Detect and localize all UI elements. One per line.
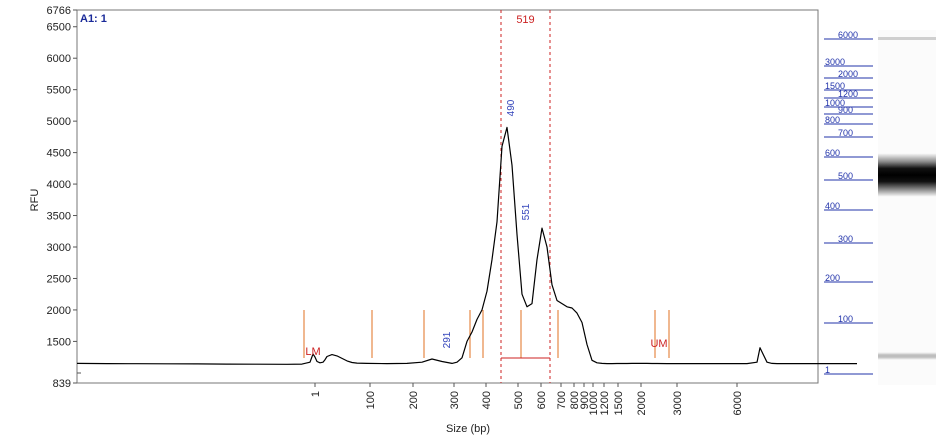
x-tick-label: 800: [569, 391, 581, 409]
x-tick-label: 2000: [636, 391, 648, 415]
x-tick-label: 1200: [599, 391, 611, 415]
x-tick-label: 100: [365, 391, 377, 409]
ladder-size-label: 3000: [825, 57, 845, 67]
ladder-size-label: 1200: [838, 89, 858, 99]
x-tick-label: 1000: [588, 391, 600, 415]
ladder-size-label: 1500: [825, 81, 845, 91]
y-tick-label: 4500: [47, 148, 71, 160]
y-tick-label: 6000: [47, 53, 71, 65]
y-tick-label: 6766: [47, 5, 71, 17]
y-tick-label: 3000: [47, 242, 71, 254]
ladder-size-label: 500: [838, 171, 853, 181]
ladder-size-label: 2000: [838, 69, 858, 79]
ladder-size-label: 700: [838, 128, 853, 138]
y-tick-label: 1500: [47, 336, 71, 348]
ladder-size-label: 100: [838, 314, 853, 324]
rfu-trace-line: [76, 126, 857, 365]
lower-marker-label: LM: [305, 346, 320, 358]
marker-lines: [303, 310, 670, 358]
x-tick-label: 400: [481, 391, 493, 409]
y-tick-label: 4000: [47, 179, 71, 191]
x-tick-label: 500: [513, 391, 525, 409]
y-axis: 6766 6500 6000 5500 5000 4500 4000 3500 3000 2500…: [47, 5, 81, 390]
ladder-size-label: 600: [825, 148, 840, 158]
ladder-size-label: 800: [825, 115, 840, 125]
gel-lane: [878, 30, 936, 385]
ladder-size-label: 300: [838, 234, 853, 244]
ladder-size-label: 900: [838, 105, 853, 115]
x-tick-label: 3000: [672, 391, 684, 415]
gel-band: [878, 352, 936, 360]
y-tick-label: 2500: [47, 273, 71, 285]
gel-lane-background: [878, 30, 936, 385]
ladder-size-label: 1: [825, 365, 830, 375]
sample-label: A1: 1: [80, 13, 107, 25]
y-tick-label: 5000: [47, 116, 71, 128]
y-tick-label: 5500: [47, 85, 71, 97]
peak-size-label: 291: [442, 331, 453, 348]
y-tick-label: 6500: [47, 22, 71, 34]
region-size-label: 519: [516, 14, 534, 26]
x-tick-label: 300: [449, 391, 461, 409]
x-tick-label: 1: [310, 391, 322, 397]
y-axis-title: RFU: [29, 189, 41, 212]
gel-band: [878, 153, 936, 197]
region-markers: 519: [500, 10, 551, 383]
ladder-size-label: 200: [825, 273, 840, 283]
y-tick-label: 839: [53, 378, 71, 390]
ladder-size-label: 1000: [825, 98, 845, 108]
gel-band: [878, 37, 936, 40]
x-tick-label: 900: [579, 391, 591, 409]
y-tick-label: 3500: [47, 211, 71, 223]
peak-labels: LM UM 291 490 551: [305, 99, 667, 358]
ladder-size-label: 400: [825, 201, 840, 211]
trace-group: [76, 126, 857, 365]
x-tick-label: 1500: [613, 391, 625, 415]
ladder-scale: 6000300020001500120010009008007006005004…: [824, 30, 873, 375]
plot-frame: [76, 9, 819, 384]
x-tick-label: 6000: [732, 391, 744, 415]
x-tick-label: 700: [556, 391, 568, 409]
x-axis-title: Size (bp): [446, 423, 490, 435]
x-tick-label: 200: [408, 391, 420, 409]
y-tick-label: 2000: [47, 305, 71, 317]
ladder-size-label: 6000: [838, 30, 858, 40]
peak-size-label: 490: [506, 99, 517, 116]
upper-marker-label: UM: [650, 338, 667, 350]
peak-size-label: 551: [521, 203, 532, 220]
x-tick-label: 600: [536, 391, 548, 409]
